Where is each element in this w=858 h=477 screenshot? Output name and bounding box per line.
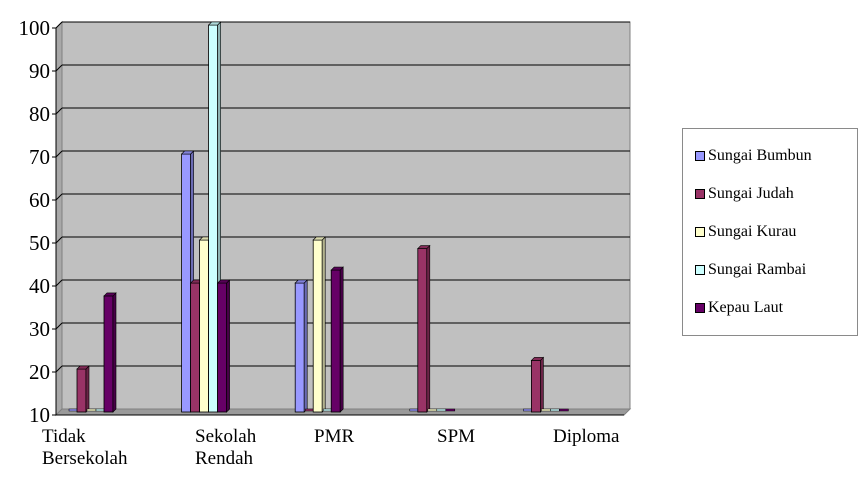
gridline-depth [55,150,63,158]
bar-stub-sungai-kurau [541,408,551,412]
legend-label: Sungai Bumbun [708,147,812,164]
legend-item: Kepau Laut [695,299,783,317]
bar-sungai-judah [531,359,541,413]
bar-sungai-bumbun [294,282,305,413]
gridline-depth [55,64,63,72]
bar-stub-sungai-kurau [427,408,438,412]
bar-top-kepau-laut [330,266,344,271]
bar-stub-kepau-laut [445,408,456,412]
x-tick-label: SPM [437,426,475,447]
y-tick-label: 80 [29,102,50,126]
bar-sungai-judah [417,248,428,413]
legend-label: Sungai Kurau [708,223,797,240]
bar-stub-sungai-kurau [86,408,97,412]
legend-item: Sungai Judah [695,185,794,203]
bar-sungai-kurau [199,239,210,413]
legend-label: Sungai Rambai [708,261,807,278]
bar-top-sungai-rambai [207,21,222,26]
bar-top-sungai-bumbun [180,150,195,155]
gridline-depth [55,322,63,330]
plot-background [61,21,631,410]
bar-top-sungai-kurau [312,236,326,241]
x-tick-label: PMR [314,426,354,447]
legend-item: Sungai Rambai [695,261,806,279]
bar-sungai-judah [76,368,87,413]
bar-stub-sungai-rambai [550,408,560,412]
x-tick-label: Rendah [195,448,254,469]
x-tick-label: Diploma [553,426,620,447]
bar-stub-kepau-laut [559,408,569,412]
legend-item: Sungai Kurau [695,223,796,241]
legend-item: Sungai Bumbun [695,147,812,165]
bars [68,21,569,413]
gridline-depth [55,365,63,373]
bar-kepau-laut [217,282,228,413]
plot-side-wall [55,20,63,417]
gridline-depth [55,21,63,29]
bar-stub-sungai-rambai [436,408,447,412]
y-tick-label: 10 [29,403,50,427]
legend-label: Sungai Judah [708,185,794,202]
gridline-depth [55,279,63,287]
axes [55,28,624,416]
y-tick-label: 90 [29,59,50,83]
y-tick-label: 70 [29,145,50,169]
bar-top-sungai-judah [76,365,90,370]
x-tick-label: Sekolah [195,426,257,447]
x-tick-label: Bersekolah [42,448,128,469]
bar-side-kepau-laut [112,292,117,413]
legend-swatch [695,189,705,199]
legend-swatch [695,151,705,161]
legend-swatch [695,227,705,237]
bar-top-sungai-judah [530,357,545,361]
gridline-depth [55,193,63,201]
bar-side-sungai-bumbun [303,279,308,413]
bar-side-kepau-laut [339,266,344,413]
bar-side-sungai-kurau [321,236,326,413]
y-tick-label: 100 [19,16,51,40]
bar-top-kepau-laut [103,292,117,297]
bar-sungai-bumbun [181,153,192,413]
legend-swatch [695,265,705,275]
y-tick-label: 40 [29,274,50,298]
y-tick-label: 50 [29,231,50,255]
bar-top-kepau-laut [216,279,231,284]
bar-top-sungai-bumbun [294,279,308,284]
bar-side-sungai-judah [426,244,431,413]
bar-side-kepau-laut [226,279,230,413]
legend-label: Kepau Laut [708,299,784,316]
gridline-depth [55,107,63,115]
bar-sungai-judah [190,282,201,413]
bar-sungai-rambai [208,24,219,413]
gridline-depth [55,236,63,244]
y-tick-labels: 10 20 30 40 50 60 70 80 90 100 [19,16,51,427]
legend: Sungai Bumbun Sungai Judah Sungai Kurau Sun… [682,128,858,336]
bar-top-sungai-judah [417,245,431,249]
x-tick-label: Tidak [42,426,86,447]
bar-side-sungai-judah [540,356,544,413]
bar-side-sungai-judah [85,365,90,413]
bar-sungai-kurau [312,239,323,413]
gridlines [52,21,630,416]
legend-swatch [695,303,705,313]
bar-kepau-laut [330,269,341,413]
y-tick-label: 20 [29,360,50,384]
plot-area [54,20,632,417]
bar-kepau-laut [103,295,114,413]
y-tick-label: 60 [29,188,50,212]
y-tick-label: 30 [29,317,50,341]
